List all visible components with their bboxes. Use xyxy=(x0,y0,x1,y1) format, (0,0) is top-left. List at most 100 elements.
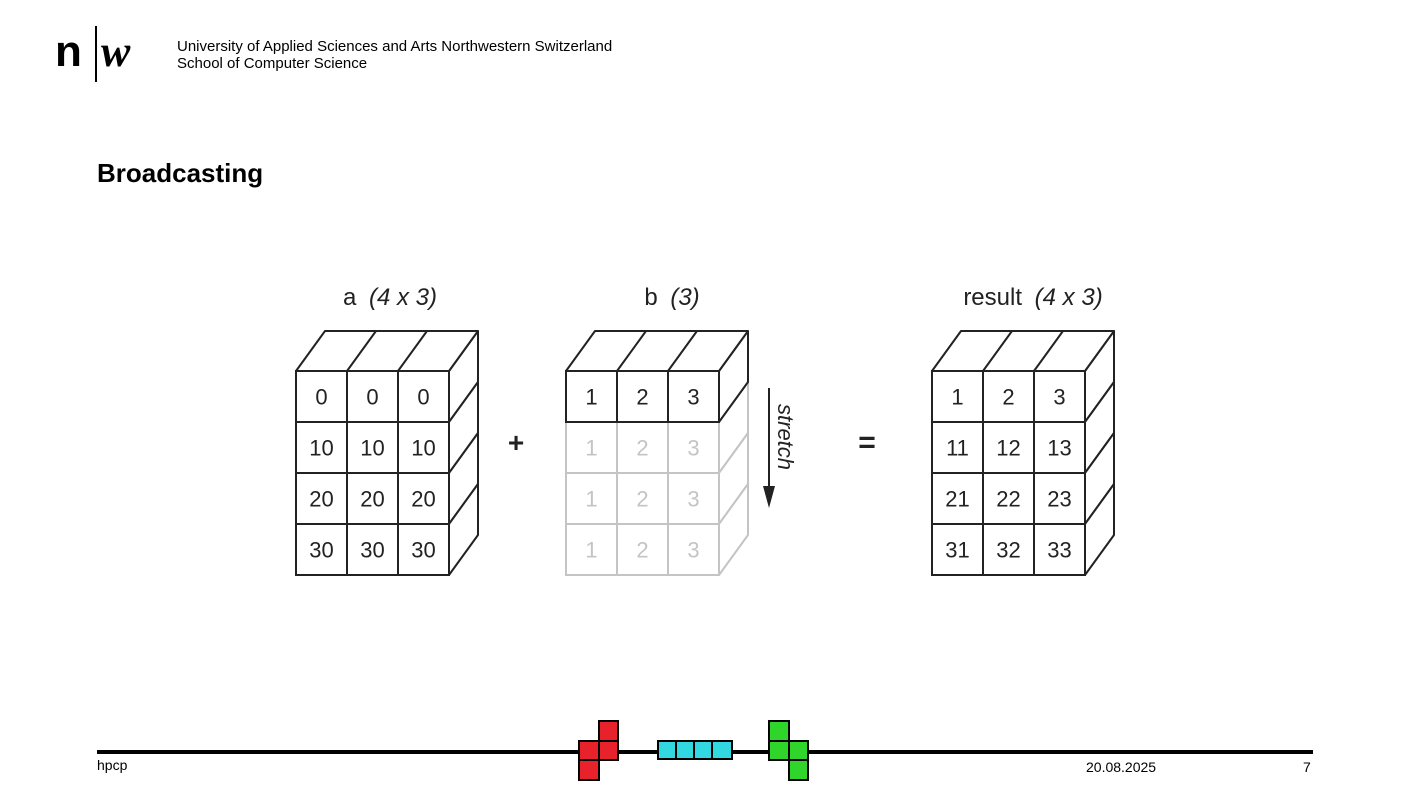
array-a-label: a (4 x 3) xyxy=(343,284,437,311)
array-b-cell-2-2 xyxy=(667,472,720,525)
footer-page-number: 7 xyxy=(1303,759,1311,775)
array-b-cell-1-1 xyxy=(616,421,669,474)
institution-line-1: University of Applied Sciences and Arts … xyxy=(177,38,613,55)
array-b-cell-0-2 xyxy=(667,370,720,423)
array-a-cell-value-2-1: 20 xyxy=(360,487,384,512)
array-a-cell-3-0 xyxy=(295,523,348,576)
array-a-cell-2-2 xyxy=(397,472,450,525)
array-a-name: a xyxy=(343,284,357,311)
equals-operator: = xyxy=(858,426,876,459)
array-result-top-divider-2 xyxy=(1033,330,1064,372)
array-result-cell-value-0-2: 3 xyxy=(1053,385,1065,410)
array-result-cell-0-1 xyxy=(982,370,1035,423)
array-result-cell-value-1-2: 13 xyxy=(1047,436,1071,461)
array-result-cell-value-1-0: 11 xyxy=(946,436,969,461)
array-result-label: result (4 x 3) xyxy=(963,284,1102,311)
array-result-cell-value-2-2: 23 xyxy=(1047,487,1071,512)
array-b-cell-value-1-0: 1 xyxy=(585,436,597,461)
array-b-cell-0-0 xyxy=(565,370,618,423)
array-a-cell-value-3-0: 30 xyxy=(309,538,333,563)
array-b-cell-value-0-0: 1 xyxy=(585,385,597,410)
array-a-cell-value-1-1: 10 xyxy=(360,436,384,461)
array-result-top-divider-1 xyxy=(982,330,1013,372)
array-b: b (3) 1 2 3 1 2 3 1 2 3 1 2 3 stretch xyxy=(565,284,798,576)
array-b-cell-value-1-2: 3 xyxy=(687,436,699,461)
array-b-cell-2-1 xyxy=(616,472,669,525)
array-a: a (4 x 3) 0 0 0 10 10 10 20 20 20 30 30 30 xyxy=(295,284,479,576)
institution-line-2: School of Computer Science xyxy=(177,55,368,72)
array-b-cell-value-2-2: 3 xyxy=(687,487,699,512)
array-result-cell-value-3-1: 32 xyxy=(996,538,1020,563)
array-a-shape: (4 x 3) xyxy=(369,284,437,311)
array-b-cell-value-2-0: 1 xyxy=(585,487,597,512)
array-a-cell-value-1-2: 10 xyxy=(411,436,435,461)
array-a-cell-value-2-0: 20 xyxy=(309,487,333,512)
array-b-name: b xyxy=(644,284,657,311)
array-b-cell-3-2 xyxy=(667,523,720,576)
array-b-cell-value-0-2: 3 xyxy=(687,385,699,410)
array-result-cell-1-0 xyxy=(931,421,984,474)
array-a-top-face xyxy=(295,330,479,372)
array-a-cell-3-1 xyxy=(346,523,399,576)
array-b-cell-value-2-1: 2 xyxy=(636,487,648,512)
array-result-cell-value-1-1: 12 xyxy=(996,436,1020,461)
array-result-cell-3-1 xyxy=(982,523,1035,576)
array-result-cell-value-0-1: 2 xyxy=(1002,385,1014,410)
array-a-cell-1-2 xyxy=(397,421,450,474)
institution-name: University of Applied Sciences and Arts … xyxy=(177,38,612,72)
array-a-cell-value-0-0: 0 xyxy=(315,385,327,410)
array-a-cell-value-3-1: 30 xyxy=(360,538,384,563)
array-a-cell-value-2-2: 20 xyxy=(411,487,435,512)
stretch-arrow-head xyxy=(763,486,775,508)
red-tetromino xyxy=(578,720,619,781)
array-result-cell-value-3-0: 31 xyxy=(945,538,969,563)
footer-date: 20.08.2025 xyxy=(1086,759,1157,775)
array-a-cell-value-1-0: 10 xyxy=(309,436,333,461)
array-result-name: result xyxy=(963,284,1022,311)
array-b-grid: 1 2 3 1 2 3 1 2 3 1 2 3 xyxy=(565,330,749,576)
array-result-cell-1-2 xyxy=(1033,421,1086,474)
slide-title: Broadcasting xyxy=(97,158,264,188)
array-b-top-divider-2 xyxy=(667,330,698,372)
array-result-cell-3-2 xyxy=(1033,523,1086,576)
array-result-cell-value-2-0: 21 xyxy=(945,487,969,512)
cyan-tetromino xyxy=(657,740,733,760)
array-b-label: b (3) xyxy=(644,284,699,311)
array-a-cell-value-3-2: 30 xyxy=(411,538,435,563)
array-result-shape: (4 x 3) xyxy=(1035,284,1103,311)
plus-operator: + xyxy=(508,427,524,458)
array-result-cell-value-2-1: 22 xyxy=(996,487,1020,512)
svg-text:n: n xyxy=(55,27,82,76)
array-b-cell-value-3-0: 1 xyxy=(585,538,597,563)
array-result-cell-0-0 xyxy=(931,370,984,423)
array-a-cell-value-0-2: 0 xyxy=(417,385,429,410)
array-a-top-divider-2 xyxy=(397,330,428,372)
array-b-cell-value-3-1: 2 xyxy=(636,538,648,563)
array-b-cell-value-1-1: 2 xyxy=(636,436,648,461)
array-b-cell-2-0 xyxy=(565,472,618,525)
array-b-cell-value-3-2: 3 xyxy=(687,538,699,563)
array-a-cell-3-2 xyxy=(397,523,450,576)
array-b-cell-value-0-1: 2 xyxy=(636,385,648,410)
array-b-top-divider-1 xyxy=(616,330,647,372)
array-result-cell-value-3-2: 33 xyxy=(1047,538,1071,563)
tetris-pieces-decoration xyxy=(578,720,809,781)
array-a-cell-value-0-1: 0 xyxy=(366,385,378,410)
stretch-annotation: stretch xyxy=(763,388,798,508)
array-a-grid: 0 0 0 10 10 10 20 20 20 30 30 30 xyxy=(295,330,479,576)
array-b-cell-3-0 xyxy=(565,523,618,576)
array-b-shape: (3) xyxy=(670,284,699,311)
array-b-top-face xyxy=(565,330,749,372)
array-result-top-face xyxy=(931,330,1115,372)
array-result-cell-value-0-0: 1 xyxy=(951,385,963,410)
green-tetromino xyxy=(768,720,809,781)
array-a-cell-1-1 xyxy=(346,421,399,474)
array-a-cell-0-2 xyxy=(397,370,450,423)
svg-text:w: w xyxy=(101,27,131,76)
array-a-cell-1-0 xyxy=(295,421,348,474)
array-result-cell-0-2 xyxy=(1033,370,1086,423)
footer-course-label: hpcp xyxy=(97,757,128,773)
